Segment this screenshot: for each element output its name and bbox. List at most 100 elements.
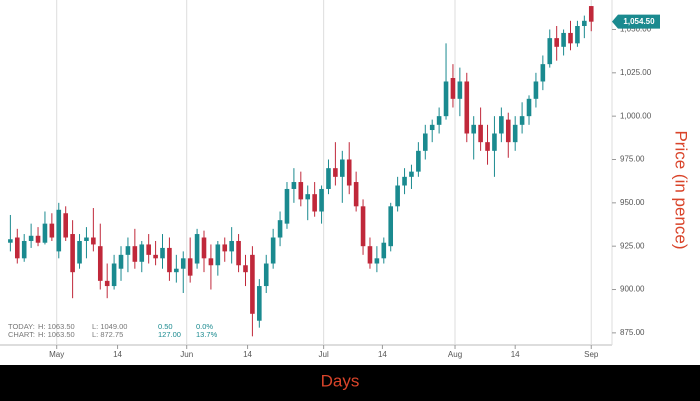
candle-body: [201, 237, 207, 259]
info-text: TODAY:: [8, 322, 35, 331]
x-tick-label: May: [49, 350, 64, 359]
candle-body: [139, 244, 145, 262]
candle-body: [104, 280, 110, 287]
candle-body: [526, 98, 532, 117]
candle-body: [49, 223, 55, 238]
candle-body: [429, 124, 435, 131]
candle-body: [360, 206, 366, 247]
candle-body: [70, 234, 75, 273]
info-text: 0.50: [158, 322, 173, 331]
last-price-label: 1,054.50: [623, 17, 655, 26]
candle-body: [35, 235, 41, 243]
candle-body: [291, 182, 297, 189]
y-tick-label: 925.00: [620, 241, 645, 250]
x-tick-label: 14: [511, 350, 520, 359]
candle-body: [77, 240, 82, 264]
candle-body: [257, 286, 262, 321]
info-text: L: 872.75: [92, 330, 123, 339]
candle-body: [21, 240, 27, 259]
candle-body: [588, 6, 594, 22]
candle-body: [464, 81, 470, 134]
y-tick-label: 1,050.00: [620, 25, 652, 34]
candle-body: [208, 258, 214, 266]
candle-body: [91, 237, 96, 245]
candle-body: [346, 159, 352, 186]
candle-body: [277, 220, 283, 238]
candle-body: [298, 182, 304, 200]
candle-body: [326, 168, 331, 189]
candle-body: [499, 116, 504, 134]
candle-body: [582, 20, 587, 27]
candle-body: [409, 171, 414, 177]
candle-body: [270, 237, 276, 264]
candle-body: [42, 223, 48, 243]
candle-body: [146, 244, 151, 255]
candle-body: [340, 159, 345, 177]
bottom-band: [0, 365, 700, 401]
candle-body: [381, 242, 387, 259]
info-text: 127.00: [158, 330, 181, 339]
candle-body: [284, 188, 290, 224]
candle-body: [111, 263, 117, 287]
candle-body: [416, 150, 421, 172]
candle-body: [125, 246, 131, 255]
y-tick-label: 1,025.00: [620, 68, 652, 77]
candle-body: [174, 268, 179, 273]
candle-body: [63, 213, 68, 238]
x-tick-label: 14: [113, 350, 122, 359]
info-text: CHART:: [8, 330, 35, 339]
candle-body: [56, 209, 62, 252]
y-tick-label: 1,000.00: [620, 111, 652, 120]
x-tick-label: Sep: [584, 350, 599, 359]
candle-body: [97, 246, 103, 281]
candle-body: [353, 182, 359, 207]
candle-body: [319, 188, 324, 212]
candle-body: [561, 32, 566, 47]
candle-body: [512, 124, 518, 143]
candle-body: [263, 263, 269, 287]
candle-body: [533, 81, 539, 99]
candle-body: [395, 185, 400, 207]
candle-body: [478, 124, 483, 143]
candle-body: [153, 254, 158, 259]
candle-body: [180, 258, 186, 269]
candle-body: [443, 81, 449, 117]
x-tick-label: Jun: [180, 350, 193, 359]
candle-body: [547, 38, 553, 65]
candle-body: [457, 81, 463, 99]
candle-body: [236, 240, 241, 266]
candle-body: [519, 116, 525, 125]
info-text: H: 1063.50: [38, 322, 75, 331]
candle-body: [215, 244, 221, 266]
candle-body: [450, 78, 456, 99]
candle-body: [402, 176, 407, 186]
candle-body: [485, 142, 490, 151]
info-text: H: 1063.50: [38, 330, 75, 339]
candle-body: [8, 239, 13, 243]
candle-body: [118, 254, 124, 269]
candle-body: [229, 240, 234, 252]
info-text: L: 1049.00: [92, 322, 127, 331]
candle-body: [554, 38, 559, 47]
candle-body: [505, 119, 511, 143]
y-tick-label: 900.00: [620, 285, 645, 294]
candle-body: [187, 258, 193, 276]
candle-body: [305, 194, 311, 200]
x-tick-label: 14: [378, 350, 387, 359]
x-tick-label: Aug: [448, 350, 462, 359]
info-text: 0.0%: [196, 322, 213, 331]
y-tick-label: 875.00: [620, 328, 645, 337]
candle-body: [243, 265, 248, 273]
candle-body: [160, 247, 165, 259]
candle-body: [436, 116, 442, 125]
candle-body: [28, 235, 34, 241]
last-price-tag: [612, 14, 660, 29]
candle-body: [312, 194, 317, 212]
candle-body: [471, 124, 476, 134]
candle-body: [167, 247, 172, 273]
y-tick-label: 950.00: [620, 198, 645, 207]
candle-body: [422, 133, 428, 151]
candle-body: [492, 133, 497, 151]
y-tick-label: 975.00: [620, 155, 645, 164]
